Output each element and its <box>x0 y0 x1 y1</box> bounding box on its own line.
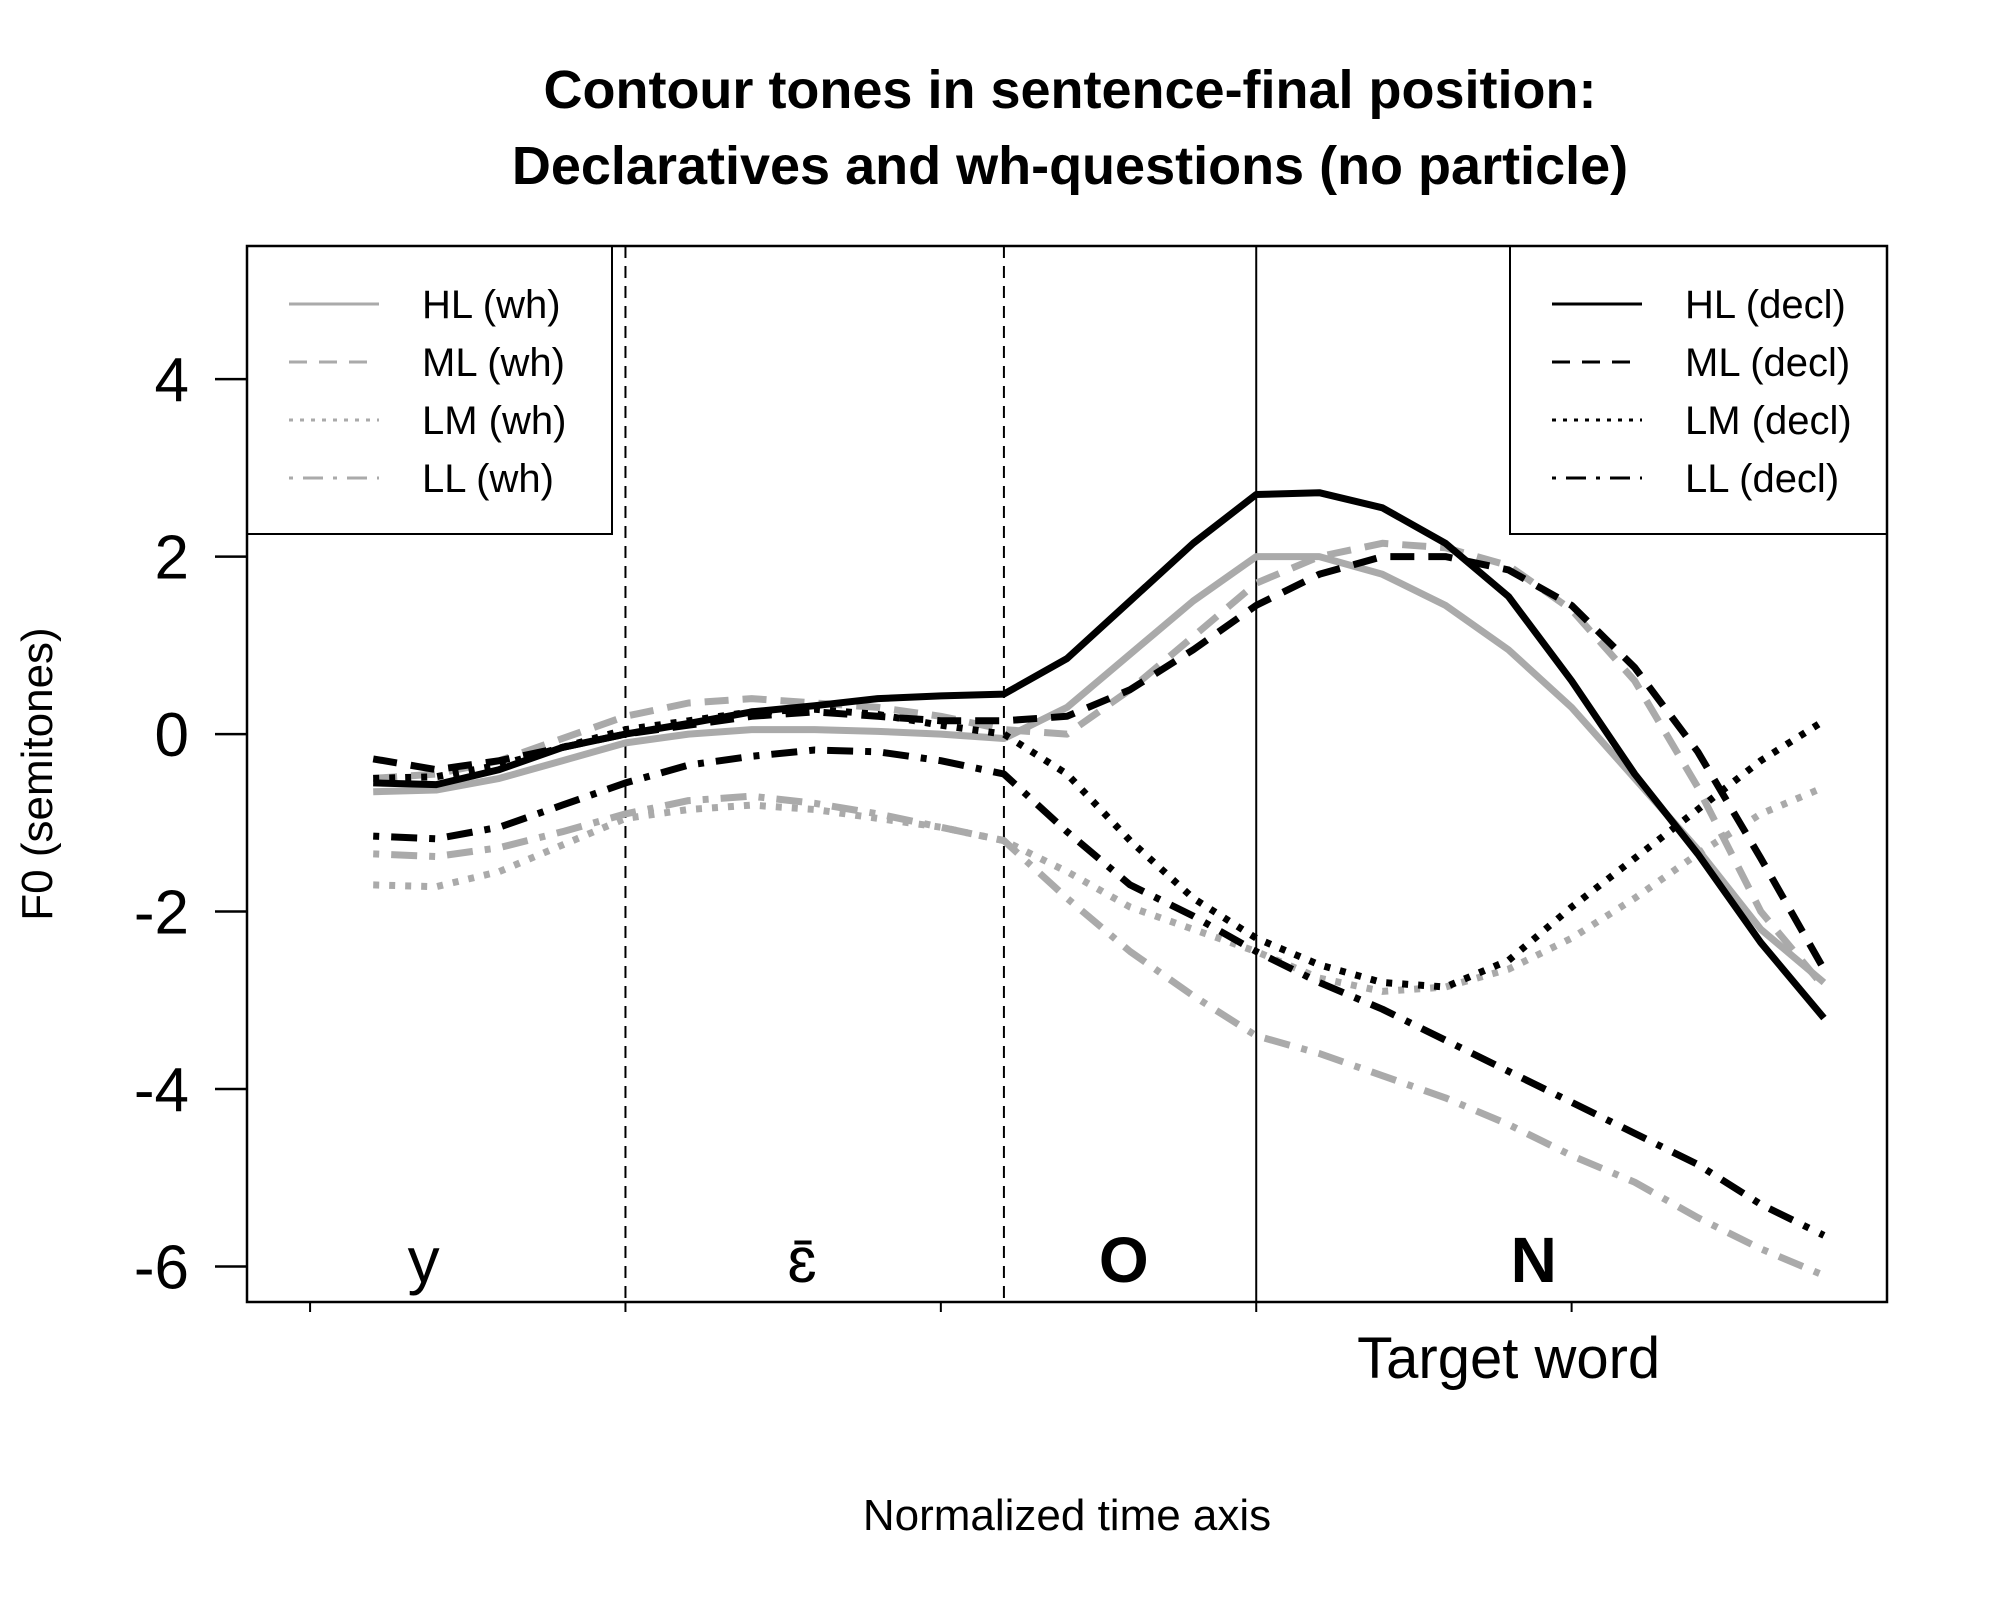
chart-title: Contour tones in sentence-final position… <box>544 60 1597 120</box>
series-layer <box>372 489 1827 1279</box>
segment-label-1: ɛ̄ <box>787 1224 816 1296</box>
legend-right-label-3: LL (decl) <box>1685 457 1839 501</box>
plot-frame <box>245 244 1889 1304</box>
legend-right-label-1: ML (decl) <box>1685 341 1850 385</box>
legend-left-label-1: ML (wh) <box>422 341 565 385</box>
y-axis-label: F0 (semitones) <box>13 627 62 920</box>
y-axis: 4 2 0 -2 -4 -6 <box>134 346 247 1303</box>
x-axis <box>309 1302 1573 1312</box>
series-line-ml-decl <box>372 553 1827 971</box>
x-axis-label: Normalized time axis <box>863 1491 1271 1540</box>
legend-left-label-3: LL (wh) <box>422 457 554 501</box>
legend-left-label-2: LM (wh) <box>422 399 566 443</box>
legend-right-box <box>1509 245 1888 535</box>
series-line-ll-decl <box>373 746 1826 1239</box>
y-tick-label-4: -4 <box>134 1056 189 1125</box>
series-line-ml-wh <box>372 539 1827 990</box>
legend-decl: HL (decl) ML (decl) LM (decl) LL (decl) <box>1509 245 1888 535</box>
y-tick-label-0: 4 <box>155 346 189 415</box>
segment-label-3: N <box>1511 1224 1557 1296</box>
legend-left-label-0: HL (wh) <box>422 283 561 327</box>
chart-subtitle: Declaratives and wh-questions (no partic… <box>512 136 1628 196</box>
y-tick-label-3: -2 <box>134 879 189 948</box>
legend-left-box <box>246 245 613 535</box>
series-line-hl-wh <box>373 553 1827 986</box>
series-line-ll-wh <box>373 792 1826 1279</box>
legend-wh: HL (wh) ML (wh) LM (wh) LL (wh) <box>246 245 613 535</box>
y-tick-label-1: 2 <box>155 524 189 593</box>
y-tick-label-5: -6 <box>134 1234 189 1303</box>
segment-label-0: y <box>408 1224 440 1296</box>
target-word-label: Target word <box>1357 1326 1660 1391</box>
legend-right-label-0: HL (decl) <box>1685 283 1846 327</box>
series-line-lm-wh <box>373 784 1826 995</box>
y-tick-label-2: 0 <box>155 701 189 770</box>
segment-labels: y ɛ̄ O N <box>408 1224 1557 1296</box>
legend-right-label-2: LM (decl) <box>1685 399 1852 443</box>
segment-label-2: O <box>1099 1224 1149 1296</box>
segment-boundaries <box>624 246 1258 1302</box>
